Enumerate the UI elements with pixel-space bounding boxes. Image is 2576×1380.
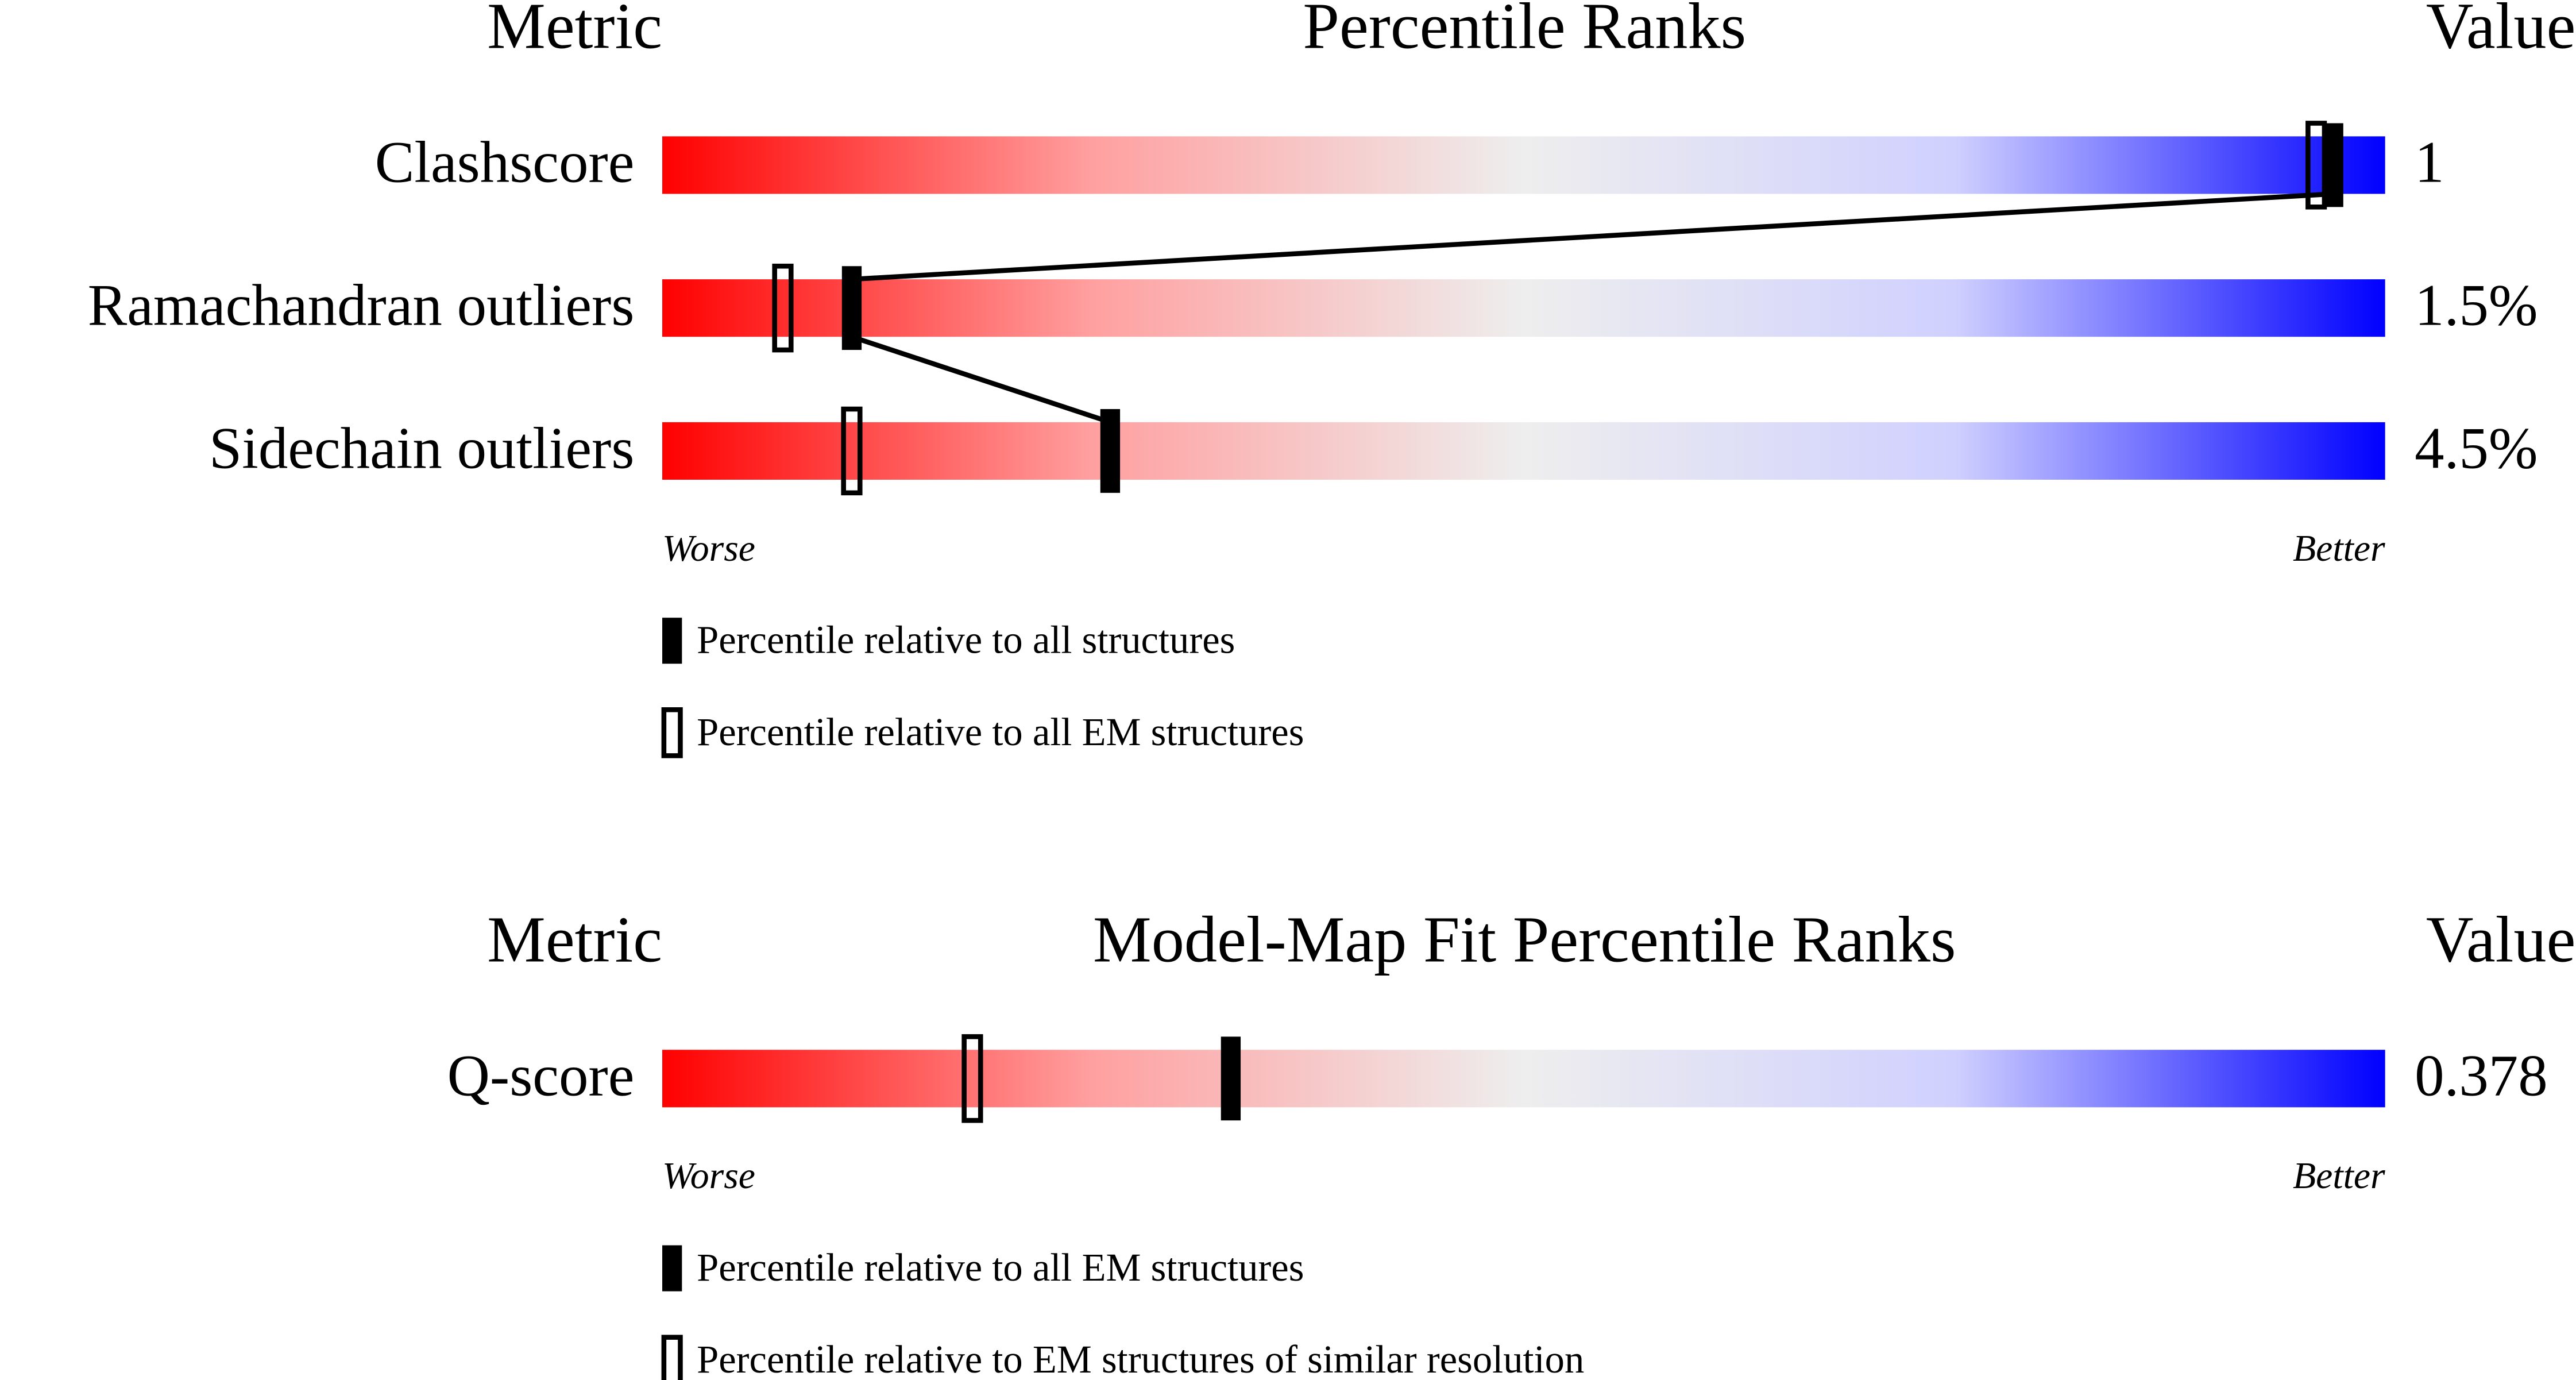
percentile-marker [961,1034,983,1123]
metric-label: Q-score [447,1043,635,1109]
chart-title: Model-Map Fit Percentile Ranks [1093,903,1956,976]
metric-value: 0.378 [2415,1043,2548,1109]
percentile-marker [2323,123,2343,207]
chart-title: Percentile Ranks [1303,0,1746,62]
metric-header: Metric [487,0,662,62]
legend-label: Percentile relative to all structures [697,618,1235,662]
metric-label: Clashscore [375,130,635,195]
percentile-marker [1100,409,1121,493]
metric-value: 1 [2415,130,2444,195]
legend-label: Percentile relative to all EM structures [697,1246,1304,1289]
value-header: Value [2426,903,2575,976]
percentile-bar [662,1050,2385,1108]
percentile-marker [841,266,862,350]
metric-value: 1.5% [2415,273,2538,338]
legend-swatch [662,618,682,664]
percentile-bar [662,136,2385,194]
connector-line [851,334,1111,425]
percentile-marker [841,406,863,496]
legend-label: Percentile relative to EM structures of … [697,1337,1584,1380]
legend-swatch [661,707,683,758]
legend-swatch [662,1245,682,1292]
better-label: Better [2293,527,2385,569]
worse-label: Worse [662,1155,755,1197]
worse-label: Worse [662,527,755,569]
legend-label: Percentile relative to all EM structures [697,710,1304,754]
legend-swatch [661,1335,683,1380]
percentile-bar [662,279,2385,337]
metric-label: Sidechain outliers [209,415,634,481]
percentile-bar [662,422,2385,480]
value-header: Value [2426,0,2575,62]
percentile-marker [1221,1036,1241,1121]
metric-header: Metric [487,903,662,976]
connector-line [851,191,2334,282]
better-label: Better [2293,1155,2385,1197]
percentile-marker [772,263,794,353]
metric-label: Ramachandran outliers [88,273,635,338]
metric-value: 4.5% [2415,415,2538,481]
